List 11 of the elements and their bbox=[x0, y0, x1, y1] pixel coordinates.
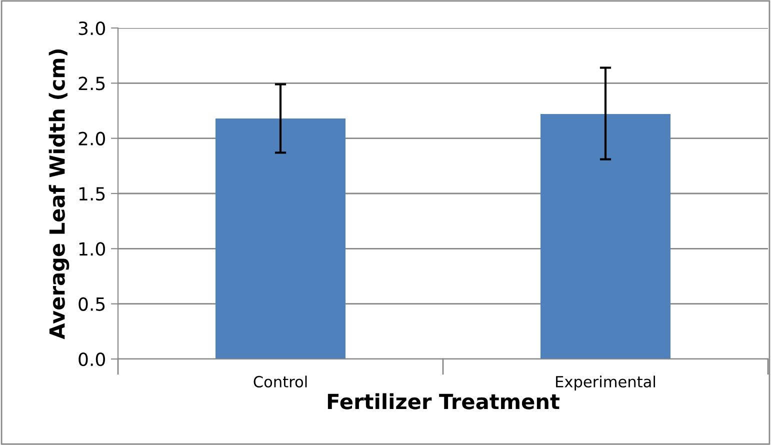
x-tick-label: Experimental bbox=[556, 376, 656, 390]
x-axis-title: Fertilizer Treatment bbox=[328, 393, 560, 410]
y-tick-label: 1.0 bbox=[79, 242, 105, 256]
y-tick-label: 3.0 bbox=[78, 21, 105, 36]
y-tick-label: 0.0 bbox=[78, 352, 105, 366]
x-tick-label: Control bbox=[254, 376, 307, 388]
y-axis-title: Average Leaf Width (cm) bbox=[48, 49, 70, 340]
y-tick-label: 1.5 bbox=[79, 187, 105, 201]
y-tick-label: 2.5 bbox=[78, 76, 105, 90]
y-tick-label: 0.5 bbox=[78, 297, 105, 311]
y-tick-label: 2.0 bbox=[78, 132, 105, 146]
